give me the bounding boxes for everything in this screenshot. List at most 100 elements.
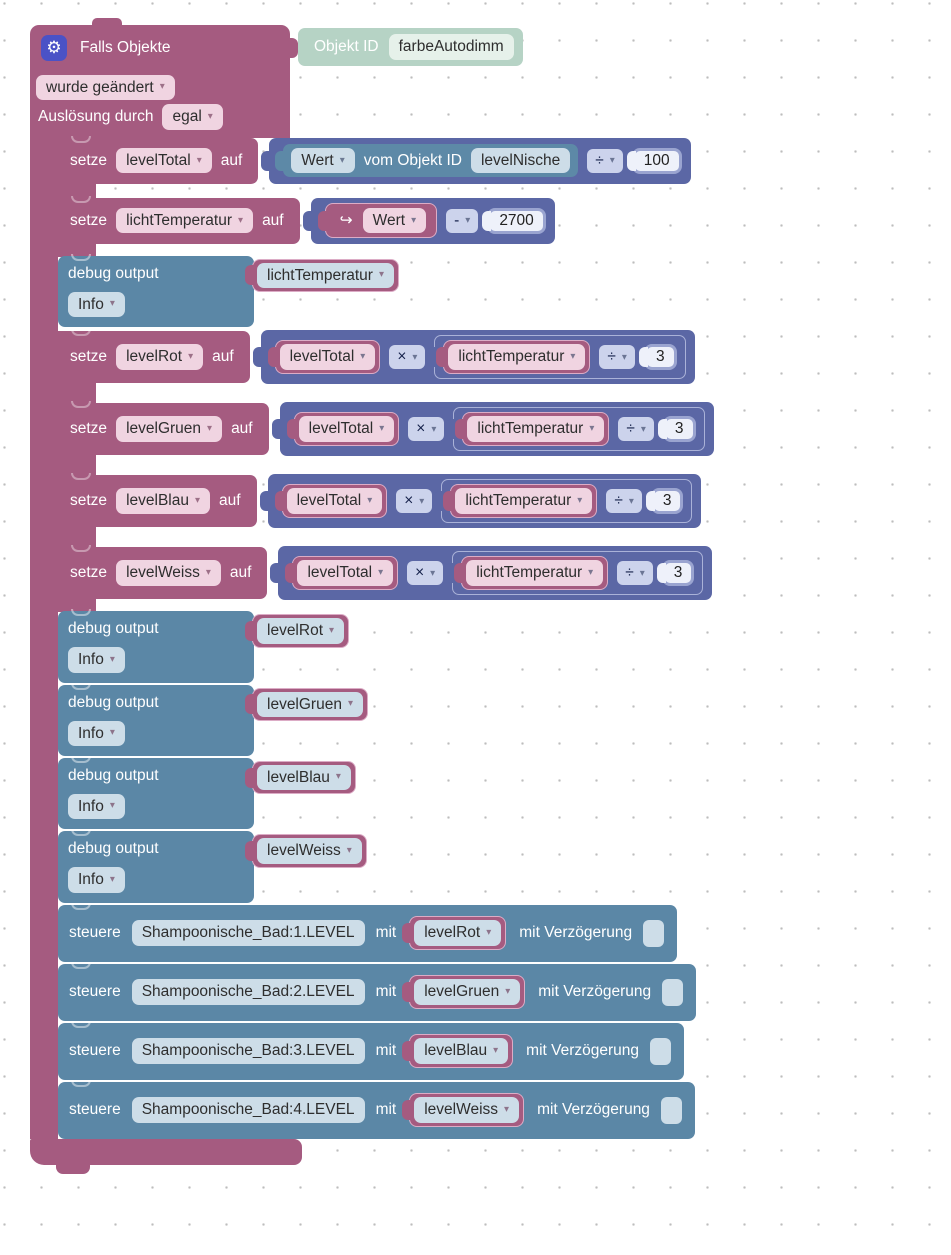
variable-dropdown[interactable]: lichtTemperatur	[455, 488, 593, 514]
variable-dropdown[interactable]: lichtTemperatur	[116, 208, 254, 234]
variable-dropdown[interactable]: levelBlau	[414, 1038, 509, 1064]
operator-dropdown[interactable]: ×	[396, 489, 433, 514]
change-mode-dropdown[interactable]: wurde geändert	[36, 75, 175, 101]
variable-block[interactable]: levelWeiss	[245, 834, 367, 868]
operator-dropdown[interactable]: ×	[407, 561, 444, 586]
math-multiplication-block[interactable]: levelTotal × lichtTemperatur ÷ 3	[252, 330, 695, 385]
set-variable-block[interactable]: setze levelBlau auf	[58, 473, 257, 549]
variable-block[interactable]: lichtTemperatur	[443, 484, 598, 518]
control-state-block[interactable]: steuere Shampoonische_Bad:1.LEVEL mit le…	[58, 902, 678, 962]
variable-dropdown[interactable]: lichtTemperatur	[466, 560, 604, 586]
variable-dropdown[interactable]: levelTotal	[279, 344, 376, 370]
number-input[interactable]: 3	[656, 560, 695, 587]
loglevel-dropdown[interactable]: Info	[68, 291, 125, 318]
number-input[interactable]: 3	[645, 488, 684, 515]
math-subtraction-block[interactable]: ↪ Wert - 2700	[302, 197, 555, 244]
math-multiplication-block[interactable]: levelTotal × lichtTemperatur ÷ 3	[259, 474, 702, 529]
variable-dropdown[interactable]: levelRot	[257, 618, 345, 644]
variable-dropdown[interactable]: lichtTemperatur	[467, 416, 605, 442]
operator-dropdown[interactable]: ÷	[599, 345, 635, 370]
value-attribute-dropdown[interactable]: Wert	[362, 208, 427, 234]
gear-icon[interactable]: ⚙	[41, 35, 67, 61]
state-id-field[interactable]: Shampoonische_Bad:1.LEVEL	[131, 920, 365, 946]
variable-block[interactable]: levelTotal	[286, 412, 400, 446]
number-input[interactable]: 3	[639, 344, 677, 371]
math-division-block[interactable]: Wert vom Objekt ID levelNische ÷ 100	[261, 137, 691, 184]
control-state-block[interactable]: steuere Shampoonische_Bad:3.LEVEL mit le…	[58, 1020, 685, 1080]
variable-dropdown[interactable]: levelGruen	[414, 979, 521, 1005]
delay-checkbox[interactable]	[660, 1096, 682, 1124]
variable-block[interactable]: levelTotal	[285, 556, 399, 590]
variable-block[interactable]: levelBlau	[402, 1034, 514, 1068]
control-state-block[interactable]: steuere Shampoonische_Bad:4.LEVEL mit le…	[58, 1079, 695, 1139]
variable-dropdown[interactable]: levelRot	[414, 920, 502, 946]
set-variable-block[interactable]: setze levelTotal auf	[58, 135, 259, 199]
variable-dropdown[interactable]: lichtTemperatur	[448, 344, 586, 370]
math-division-block[interactable]: lichtTemperatur ÷ 3	[446, 407, 705, 451]
variable-block[interactable]: levelGruen	[245, 687, 368, 721]
variable-block[interactable]: levelWeiss	[402, 1093, 525, 1127]
variable-block[interactable]: lichtTemperatur	[245, 258, 399, 293]
state-id-field[interactable]: Shampoonische_Bad:3.LEVEL	[131, 1038, 365, 1064]
variable-block[interactable]: levelBlau	[245, 760, 356, 795]
delay-checkbox[interactable]	[650, 1037, 672, 1065]
variable-dropdown[interactable]: levelTotal	[297, 560, 394, 586]
variable-block[interactable]: levelTotal	[274, 484, 388, 518]
value-attribute-dropdown[interactable]: Wert	[291, 148, 355, 174]
operator-dropdown[interactable]: -	[446, 208, 479, 233]
object-id-block[interactable]: Objekt ID farbeAutodimm	[298, 28, 523, 66]
variable-dropdown[interactable]: levelGruen	[257, 691, 363, 717]
variable-block[interactable]: lichtTemperatur	[454, 556, 609, 590]
loglevel-dropdown[interactable]: Info	[68, 793, 125, 820]
variable-dropdown[interactable]: levelBlau	[257, 764, 351, 791]
operator-dropdown[interactable]: ÷	[617, 561, 653, 586]
debug-output-block[interactable]: debug output Info lichtTemperatur	[58, 253, 399, 328]
variable-dropdown[interactable]: levelTotal	[298, 416, 395, 442]
set-variable-block[interactable]: setze levelRot auf	[58, 329, 250, 405]
trigger-block[interactable]: ⚙ Falls Objekte Objekt ID farbeAutodimm …	[30, 18, 714, 1174]
operator-dropdown[interactable]: ×	[408, 417, 445, 442]
variable-dropdown[interactable]: lichtTemperatur	[257, 262, 394, 289]
set-variable-block[interactable]: setze levelGruen auf	[58, 401, 269, 477]
operator-dropdown[interactable]: ×	[389, 345, 426, 370]
loglevel-dropdown[interactable]: Info	[68, 647, 125, 673]
debug-output-block[interactable]: debug output Info levelGruen	[58, 682, 368, 756]
operator-dropdown[interactable]: ÷	[606, 489, 642, 514]
set-variable-block[interactable]: setze lichtTemperatur auf	[58, 195, 300, 257]
get-object-value-block[interactable]: Wert vom Objekt ID levelNische	[275, 144, 579, 178]
variable-dropdown[interactable]: levelWeiss	[116, 560, 221, 586]
operator-dropdown[interactable]: ÷	[587, 148, 623, 173]
variable-block[interactable]: levelRot	[244, 614, 350, 648]
variable-dropdown[interactable]: levelGruen	[116, 416, 223, 442]
math-division-block[interactable]: lichtTemperatur ÷ 3	[434, 479, 693, 523]
number-input[interactable]: 2700	[482, 207, 546, 234]
math-division-block[interactable]: lichtTemperatur ÷ 3	[445, 551, 704, 595]
variable-dropdown[interactable]: levelWeiss	[257, 838, 362, 864]
delay-checkbox[interactable]	[662, 978, 684, 1006]
trigger-value-block[interactable]: ↪ Wert	[317, 203, 438, 239]
object-id-input[interactable]: farbeAutodimm	[388, 34, 514, 60]
variable-block[interactable]: levelRot	[402, 916, 507, 950]
number-input[interactable]: 100	[626, 147, 682, 174]
loglevel-dropdown[interactable]: Info	[68, 720, 125, 746]
object-id-input[interactable]: levelNische	[470, 148, 571, 174]
debug-output-block[interactable]: debug output Info levelBlau	[58, 755, 356, 830]
trigger-block-header[interactable]: ⚙ Falls Objekte Objekt ID farbeAutodimm	[30, 18, 523, 71]
operator-dropdown[interactable]: ÷	[618, 417, 654, 442]
variable-block[interactable]: levelGruen	[402, 975, 526, 1009]
math-multiplication-block[interactable]: levelTotal × lichtTemperatur ÷ 3	[271, 402, 714, 457]
variable-dropdown[interactable]: levelTotal	[286, 488, 383, 514]
variable-dropdown[interactable]: levelBlau	[116, 488, 210, 514]
debug-output-block[interactable]: debug output Info levelRot	[58, 609, 350, 683]
variable-dropdown[interactable]: levelRot	[116, 344, 204, 370]
debug-output-block[interactable]: debug output Info levelWeiss	[58, 829, 367, 903]
trigger-by-dropdown[interactable]: egal	[162, 104, 223, 130]
control-state-block[interactable]: steuere Shampoonische_Bad:2.LEVEL mit le…	[58, 961, 697, 1021]
variable-block[interactable]: levelTotal	[267, 340, 381, 374]
loglevel-dropdown[interactable]: Info	[68, 867, 125, 893]
variable-block[interactable]: lichtTemperatur	[455, 412, 610, 446]
number-input[interactable]: 3	[657, 416, 696, 443]
variable-dropdown[interactable]: levelTotal	[116, 148, 212, 174]
variable-block[interactable]: lichtTemperatur	[436, 340, 591, 374]
state-id-field[interactable]: Shampoonische_Bad:2.LEVEL	[131, 979, 365, 1005]
